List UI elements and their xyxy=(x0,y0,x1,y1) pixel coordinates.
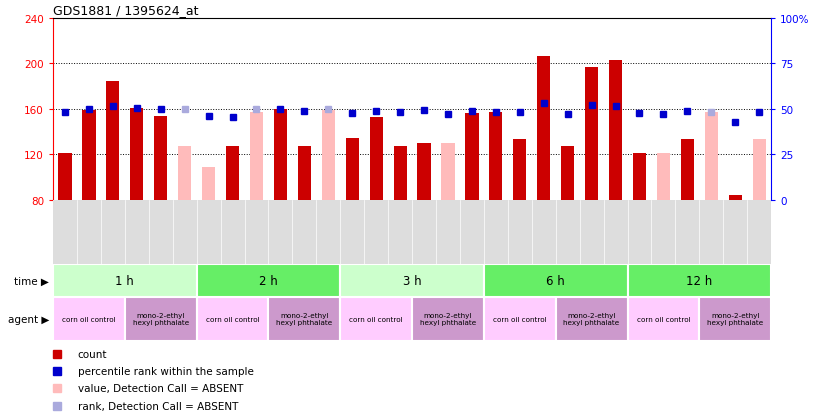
Text: mono-2-ethyl
hexyl phthalate: mono-2-ethyl hexyl phthalate xyxy=(420,313,476,325)
Bar xyxy=(490,113,503,200)
Bar xyxy=(53,297,125,341)
Bar xyxy=(484,297,556,341)
Bar xyxy=(556,297,628,341)
Bar xyxy=(250,113,263,200)
Bar xyxy=(53,264,197,297)
Text: corn oil control: corn oil control xyxy=(493,316,547,322)
Bar xyxy=(125,297,197,341)
Bar xyxy=(131,108,144,200)
Bar xyxy=(752,140,765,200)
Bar xyxy=(393,147,406,200)
Bar xyxy=(197,264,340,297)
Text: value, Detection Call = ABSENT: value, Detection Call = ABSENT xyxy=(78,383,243,394)
Bar xyxy=(322,111,335,200)
Bar xyxy=(729,196,742,200)
Bar xyxy=(418,143,431,200)
Bar xyxy=(484,264,628,297)
Bar xyxy=(226,147,239,200)
Text: corn oil control: corn oil control xyxy=(349,316,403,322)
Bar xyxy=(59,154,72,200)
Text: 12 h: 12 h xyxy=(686,274,712,287)
Bar xyxy=(628,264,771,297)
Text: corn oil control: corn oil control xyxy=(62,316,116,322)
Bar xyxy=(537,57,550,200)
Bar xyxy=(197,297,268,341)
Bar xyxy=(154,116,167,200)
Text: 6 h: 6 h xyxy=(547,274,565,287)
Bar xyxy=(346,139,359,200)
Text: mono-2-ethyl
hexyl phthalate: mono-2-ethyl hexyl phthalate xyxy=(564,313,619,325)
Bar xyxy=(561,147,574,200)
Text: 3 h: 3 h xyxy=(403,274,421,287)
Text: count: count xyxy=(78,349,107,359)
Text: percentile rank within the sample: percentile rank within the sample xyxy=(78,366,254,376)
Bar xyxy=(412,297,484,341)
Bar xyxy=(513,140,526,200)
Bar xyxy=(178,147,191,200)
Text: 1 h: 1 h xyxy=(116,274,134,287)
Bar xyxy=(340,297,412,341)
Text: rank, Detection Call = ABSENT: rank, Detection Call = ABSENT xyxy=(78,401,238,411)
Bar xyxy=(106,82,119,200)
Text: GDS1881 / 1395624_at: GDS1881 / 1395624_at xyxy=(53,5,198,17)
Text: mono-2-ethyl
hexyl phthalate: mono-2-ethyl hexyl phthalate xyxy=(133,313,188,325)
Bar xyxy=(628,297,699,341)
Bar xyxy=(657,154,670,200)
Bar xyxy=(441,143,455,200)
Bar xyxy=(609,61,622,200)
Bar xyxy=(298,147,311,200)
Bar xyxy=(681,140,694,200)
Bar xyxy=(699,297,771,341)
Text: time ▶: time ▶ xyxy=(14,276,49,286)
Text: agent ▶: agent ▶ xyxy=(7,314,49,324)
Text: 2 h: 2 h xyxy=(259,274,277,287)
Text: corn oil control: corn oil control xyxy=(206,316,259,322)
Bar xyxy=(633,154,646,200)
Bar xyxy=(705,113,718,200)
Bar xyxy=(268,297,340,341)
Bar xyxy=(274,109,287,200)
Bar xyxy=(585,67,598,200)
Bar xyxy=(340,264,484,297)
Bar xyxy=(82,111,95,200)
Bar xyxy=(202,167,215,200)
Text: mono-2-ethyl
hexyl phthalate: mono-2-ethyl hexyl phthalate xyxy=(277,313,332,325)
Text: corn oil control: corn oil control xyxy=(636,316,690,322)
Bar xyxy=(465,114,478,200)
Text: mono-2-ethyl
hexyl phthalate: mono-2-ethyl hexyl phthalate xyxy=(707,313,763,325)
Bar xyxy=(370,117,383,200)
